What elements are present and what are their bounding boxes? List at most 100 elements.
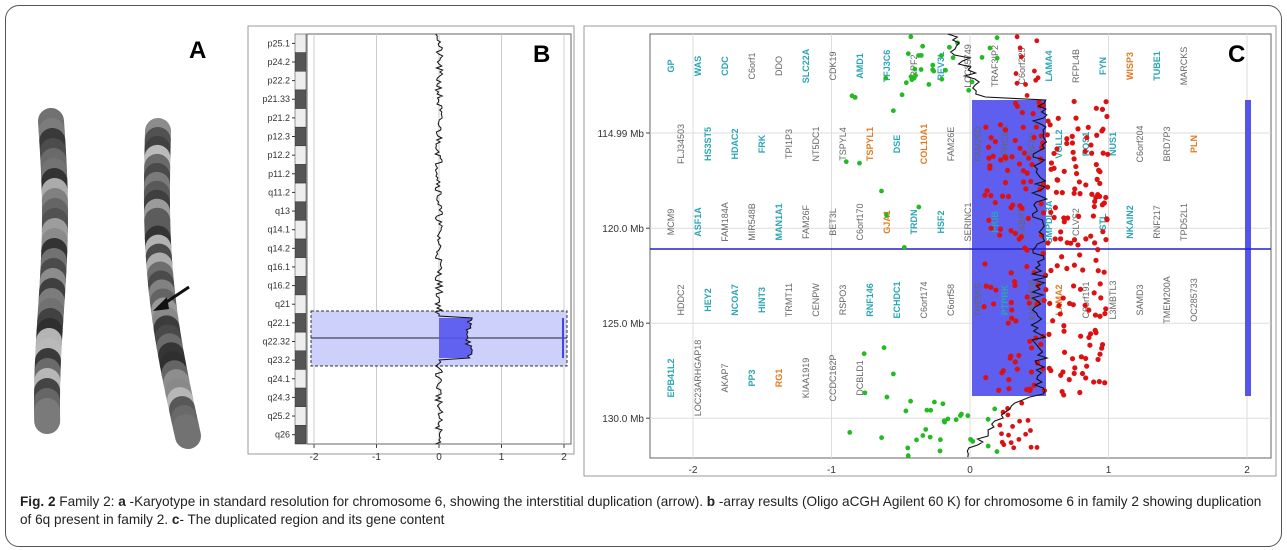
panel-c-x-tick-label: -1: [827, 465, 836, 476]
probe-dot: [927, 434, 933, 440]
probe-dot-gain: [1061, 219, 1067, 225]
probe-dot-gain: [1078, 354, 1085, 360]
probe-dot-gain: [1099, 106, 1106, 112]
panel-b-letter: B: [533, 41, 550, 68]
probe-dot-gain: [1045, 184, 1051, 190]
ideogram-band-label: q13: [275, 206, 290, 216]
gene-label: DSE: [892, 135, 902, 154]
probe-dot-gain: [1058, 229, 1064, 235]
gene-label: CENPW: [811, 283, 821, 317]
probe-dot-gain: [993, 287, 999, 293]
probe-dot-gain: [1053, 189, 1060, 195]
probe-dot: [1025, 417, 1031, 423]
probe-dot: [965, 413, 971, 419]
probe-dot-gain: [1004, 167, 1011, 173]
probe-dot-gain: [1052, 236, 1058, 242]
probe-dot-gain: [1050, 318, 1056, 324]
gene-label: AMD1: [855, 53, 865, 79]
gene-label: TRDN: [909, 210, 919, 235]
probe-dot-gain: [1048, 160, 1055, 166]
probe-dot-gain: [982, 192, 988, 198]
probe-dot-gain: [1070, 283, 1077, 289]
probe-dot-loss: [890, 371, 896, 377]
probe-dot-gain: [1073, 163, 1079, 170]
ideogram-band-label: p12.2: [267, 150, 290, 160]
gene-label: ASF1A: [693, 207, 703, 237]
probe-dot-loss: [884, 212, 889, 218]
probe-dot-gain: [1092, 198, 1098, 205]
probe-dot-gain: [981, 304, 987, 310]
probe-dot-gain: [1008, 315, 1015, 321]
probe-dot-gain: [1100, 150, 1106, 156]
probe-dot-gain: [1011, 278, 1018, 285]
probe-dot: [1023, 82, 1028, 87]
probe-dot-loss: [884, 394, 890, 400]
caption-text-c: - The duplicated region and its gene con…: [179, 512, 445, 527]
probe-dot-gain: [997, 122, 1004, 128]
probe-dot-gain: [1061, 323, 1067, 329]
probe-dot-gain: [1071, 156, 1077, 162]
probe-dot-gain: [1068, 240, 1074, 246]
probe-dot-gain: [1061, 215, 1067, 221]
ideogram-band: [294, 238, 307, 258]
probe-dot: [918, 67, 924, 72]
probe-dot-gain: [988, 135, 994, 141]
gene-label: CDC: [720, 56, 730, 76]
probe-dot-gain: [1054, 177, 1060, 183]
probe-dot-gain: [1088, 233, 1094, 239]
ideogram-band-label: q22.1: [267, 318, 290, 328]
probe-dot-gain: [1060, 295, 1066, 301]
probe-dot-gain: [996, 387, 1002, 393]
probe-dot: [959, 411, 964, 417]
gene-label: PKIB: [990, 211, 1000, 233]
probe-dot-gain: [1028, 178, 1034, 185]
gene-label: RFPL4B: [1071, 49, 1081, 83]
ideogram-band: [294, 369, 307, 389]
gene-label: TSPYL4: [838, 127, 848, 161]
probe-dot-gain: [1045, 240, 1051, 246]
gene-label: BET3L: [828, 208, 838, 236]
probe-dot: [1010, 424, 1015, 429]
gene-label: TRAF3IP2: [990, 45, 1000, 87]
gene-label: RFX6: [1027, 132, 1037, 155]
probe-dot-gain: [1093, 257, 1099, 263]
gene-label: NKAIN2: [1125, 205, 1135, 239]
probe-dot-gain: [1028, 369, 1035, 375]
probe-dot-loss: [879, 188, 884, 194]
probe-dot-gain: [983, 124, 989, 130]
panel-b-dup-fill: [439, 318, 473, 358]
probe-dot-gain: [1031, 134, 1037, 141]
probe-dot-gain: [1069, 356, 1076, 362]
probe-dot-gain: [992, 139, 998, 145]
gene-label: FAM184A: [720, 202, 730, 242]
figure-caption: Fig. 2 Family 2: a -Karyotype in standar…: [20, 493, 1270, 529]
probe-dot-gain: [988, 284, 994, 290]
probe-dot-gain: [1100, 229, 1106, 235]
caption-key-c: c: [171, 512, 180, 527]
gene-label: CCDC162P: [828, 354, 838, 401]
gene-label: HS3ST5: [703, 127, 713, 161]
gene-label: MIR548B: [747, 203, 757, 241]
probe-dot: [903, 80, 909, 86]
gene-label: HDDC2: [676, 284, 686, 315]
ideogram-band: [294, 33, 307, 53]
probe-dot: [1016, 436, 1022, 442]
probe-dot-gain: [1009, 154, 1015, 160]
probe-dot-gain: [1061, 328, 1067, 334]
gene-label: MCM9: [666, 209, 676, 236]
arrow-head: [153, 297, 169, 311]
probe-dot-gain: [1072, 186, 1078, 192]
panel-c-y-tick-label: 125.0 Mb: [602, 319, 644, 330]
probe-dot-gain: [1040, 250, 1046, 257]
probe-dot: [932, 399, 937, 405]
chromosome-normal: [34, 108, 68, 434]
gene-label: RPF2: [909, 54, 919, 77]
probe-dot-gain: [1009, 307, 1015, 313]
probe-dot-gain: [988, 192, 994, 199]
probe-dot-gain: [1097, 281, 1103, 287]
figure-frame: A B -2 -1 0 1 2 p25.1 p24.2 p22.2 p21.33 p21.2 p12.3…: [5, 5, 1282, 547]
caption-text-b: -array results (Oligo aCGH Agilent 60 K)…: [20, 494, 1262, 527]
ideogram-band-label: q22.32: [262, 337, 290, 347]
probe-dot-gain: [1097, 169, 1103, 175]
gene-label: MARCKS: [1179, 47, 1189, 86]
